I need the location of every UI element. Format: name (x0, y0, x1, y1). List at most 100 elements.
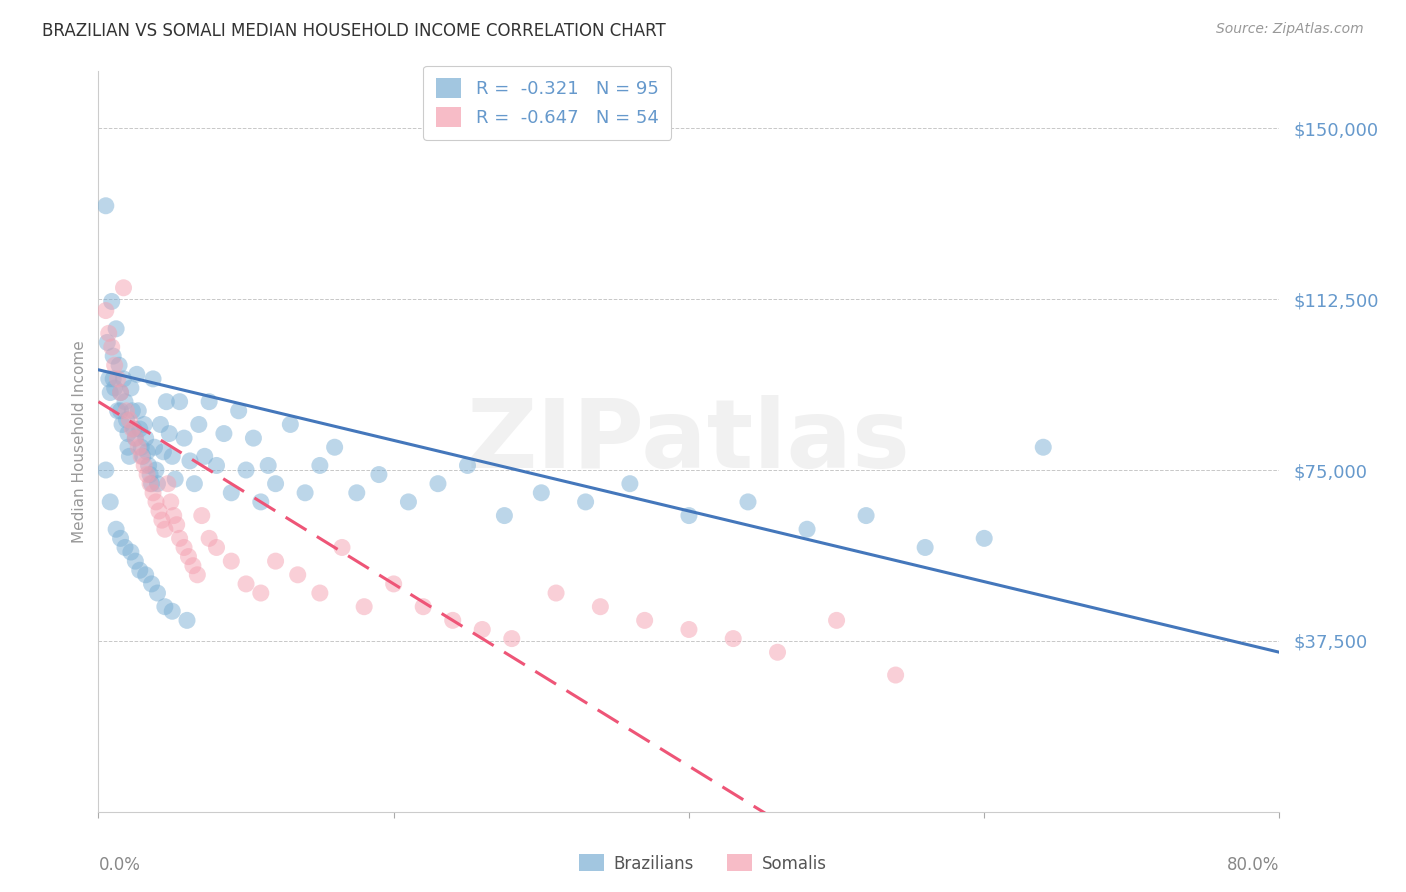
Point (368, 467, 391, 482)
Point (124, 431, 146, 445)
Point (766, 645, 789, 659)
Text: ZIPatlas: ZIPatlas (467, 395, 911, 488)
Point (162, 450, 183, 464)
Point (118, 413, 141, 427)
Point (280, 417, 302, 432)
Point (120, 545, 142, 559)
Point (136, 444, 159, 458)
Point (884, 668, 907, 682)
Point (141, 577, 163, 591)
Point (127, 440, 149, 454)
Point (183, 476, 205, 491)
Point (634, 613, 657, 627)
Point (103, 372, 125, 386)
Point (135, 567, 157, 582)
Point (146, 586, 169, 600)
Point (139, 476, 162, 491)
Point (97, 372, 120, 386)
Point (427, 476, 450, 491)
Point (176, 613, 198, 627)
Point (264, 554, 287, 568)
Point (145, 495, 167, 509)
Point (128, 563, 150, 577)
Point (737, 495, 759, 509)
Point (457, 458, 479, 473)
Point (163, 508, 186, 523)
Point (94, 463, 117, 477)
Point (112, 281, 135, 295)
Point (221, 554, 243, 568)
Point (575, 495, 598, 509)
Point (323, 440, 346, 454)
Point (142, 372, 165, 386)
Point (157, 426, 180, 441)
Point (125, 368, 148, 382)
Point (103, 349, 125, 363)
Point (127, 404, 149, 418)
Point (169, 394, 191, 409)
Point (114, 394, 136, 409)
Point (678, 623, 700, 637)
Point (98, 385, 121, 400)
Point (398, 495, 420, 509)
Point (114, 541, 136, 555)
Point (530, 485, 553, 500)
Point (129, 450, 152, 464)
Point (191, 508, 214, 523)
Point (546, 586, 568, 600)
Point (198, 394, 221, 409)
Point (145, 463, 167, 477)
Point (250, 586, 273, 600)
Point (141, 476, 163, 491)
Point (309, 458, 332, 473)
Point (94, 199, 117, 213)
Point (115, 404, 138, 418)
Point (155, 394, 177, 409)
Point (107, 404, 129, 418)
Point (108, 358, 131, 372)
Point (212, 426, 235, 441)
Point (250, 495, 273, 509)
Point (1032, 440, 1054, 454)
Point (122, 422, 145, 436)
Point (150, 513, 173, 527)
Point (494, 508, 516, 523)
Point (138, 458, 160, 473)
Point (110, 404, 132, 418)
Point (105, 322, 128, 336)
Point (412, 599, 434, 614)
Point (128, 422, 150, 436)
Point (205, 541, 228, 555)
Point (112, 372, 135, 386)
Point (98, 495, 121, 509)
Point (152, 444, 174, 458)
Point (198, 532, 221, 546)
Point (179, 454, 201, 468)
Point (129, 440, 152, 454)
Point (169, 532, 191, 546)
Point (153, 599, 176, 614)
Point (471, 623, 494, 637)
Point (110, 532, 132, 546)
Text: 0.0%: 0.0% (98, 856, 141, 874)
Point (973, 532, 995, 546)
Point (134, 417, 156, 432)
Point (221, 485, 243, 500)
Point (330, 541, 353, 555)
Point (228, 404, 250, 418)
Point (117, 426, 139, 441)
Point (110, 385, 132, 400)
Point (619, 476, 641, 491)
Text: Source: ZipAtlas.com: Source: ZipAtlas.com (1216, 22, 1364, 37)
Point (111, 417, 134, 432)
Point (148, 504, 170, 518)
Point (855, 508, 877, 523)
Point (165, 472, 187, 486)
Point (287, 567, 309, 582)
Point (723, 632, 745, 646)
Point (97, 326, 120, 341)
Point (104, 381, 127, 395)
Legend: R =  -0.321   N = 95, R =  -0.647   N = 54: R = -0.321 N = 95, R = -0.647 N = 54 (423, 66, 671, 140)
Point (94, 303, 117, 318)
Point (173, 431, 195, 445)
